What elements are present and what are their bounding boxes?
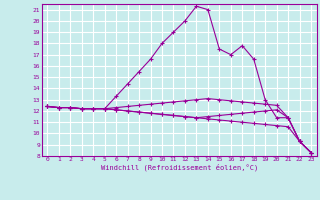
X-axis label: Windchill (Refroidissement éolien,°C): Windchill (Refroidissement éolien,°C) bbox=[100, 164, 258, 171]
